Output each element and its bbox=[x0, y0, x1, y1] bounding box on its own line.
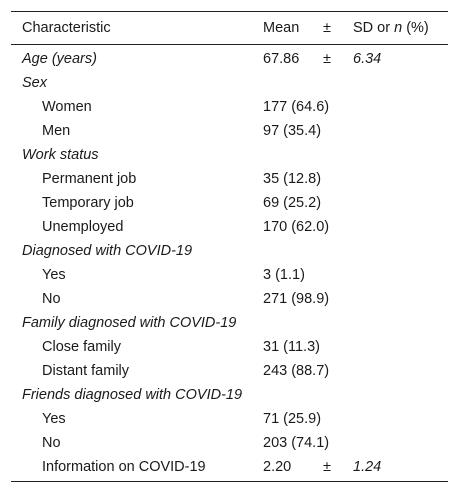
row-group-label: Family diagnosed with COVID-19 bbox=[22, 315, 237, 331]
row-label: Age (years) bbox=[22, 51, 97, 67]
table-row: Friends diagnosed with COVID-19 bbox=[11, 383, 448, 407]
header-sd-n: n bbox=[394, 20, 403, 36]
row-label: No bbox=[42, 435, 61, 451]
table-row: No 203 (74.1) bbox=[11, 431, 448, 455]
row-n-percent: 97 (35.4) bbox=[263, 123, 322, 139]
row-label: Yes bbox=[42, 267, 66, 283]
row-plus-minus: ± bbox=[323, 459, 331, 475]
table-header: Characteristic Mean ± SD or n (%) bbox=[11, 12, 448, 45]
row-n-percent: 203 (74.1) bbox=[263, 435, 330, 451]
table-row: Diagnosed with COVID-19 bbox=[11, 239, 448, 263]
row-group-label: Sex bbox=[22, 75, 47, 91]
table-row: No 271 (98.9) bbox=[11, 287, 448, 311]
table-row: Sex bbox=[11, 71, 448, 95]
row-sd: 6.34 bbox=[353, 51, 382, 67]
table-row: Work status bbox=[11, 143, 448, 167]
header-sd-prefix: SD or bbox=[353, 20, 395, 36]
table-row: Unemployed 170 (62.0) bbox=[11, 215, 448, 239]
table-row: Family diagnosed with COVID-19 bbox=[11, 311, 448, 335]
header-mean: Mean bbox=[263, 20, 300, 36]
row-n-percent: 170 (62.0) bbox=[263, 219, 330, 235]
table-row: Information on COVID-19 2.20 ± 1.24 bbox=[11, 455, 448, 479]
characteristics-table: Characteristic Mean ± SD or n (%) Age (y… bbox=[11, 11, 448, 482]
row-group-label: Diagnosed with COVID-19 bbox=[22, 243, 193, 259]
table-row: Women 177 (64.6) bbox=[11, 95, 448, 119]
row-label: Temporary job bbox=[42, 195, 134, 211]
row-label: Unemployed bbox=[42, 219, 124, 235]
header-sd-suffix: (%) bbox=[402, 20, 429, 36]
row-plus-minus: ± bbox=[323, 51, 331, 67]
row-n-percent: 271 (98.9) bbox=[263, 291, 330, 307]
row-mean: 67.86 bbox=[263, 51, 300, 67]
row-label: Information on COVID-19 bbox=[42, 459, 206, 475]
row-label: Distant family bbox=[42, 363, 130, 379]
row-n-percent: 177 (64.6) bbox=[263, 99, 330, 115]
table-row: Close family 31 (11.3) bbox=[11, 335, 448, 359]
row-group-label: Work status bbox=[22, 147, 99, 163]
table-row: Permanent job 35 (12.8) bbox=[11, 167, 448, 191]
row-label: Men bbox=[42, 123, 71, 139]
row-n-percent: 31 (11.3) bbox=[263, 339, 320, 355]
table-row: Men 97 (35.4) bbox=[11, 119, 448, 143]
table-row: Temporary job 69 (25.2) bbox=[11, 191, 448, 215]
row-n-percent: 3 (1.1) bbox=[263, 267, 305, 283]
row-group-label: Friends diagnosed with COVID-19 bbox=[22, 387, 243, 403]
row-label: Yes bbox=[42, 411, 66, 427]
row-label: Permanent job bbox=[42, 171, 137, 187]
row-n-percent: 71 (25.9) bbox=[263, 411, 322, 427]
table-row: Yes 71 (25.9) bbox=[11, 407, 448, 431]
row-label: Women bbox=[42, 99, 92, 115]
row-sd: 1.24 bbox=[353, 459, 382, 475]
row-n-percent: 69 (25.2) bbox=[263, 195, 322, 211]
table-row: Yes 3 (1.1) bbox=[11, 263, 448, 287]
header-plus-minus: ± bbox=[323, 20, 331, 36]
row-n-percent: 243 (88.7) bbox=[263, 363, 330, 379]
header-characteristic: Characteristic bbox=[22, 20, 111, 36]
table-row: Distant family 243 (88.7) bbox=[11, 359, 448, 383]
row-label: No bbox=[42, 291, 61, 307]
row-mean: 2.20 bbox=[263, 459, 292, 475]
row-n-percent: 35 (12.8) bbox=[263, 171, 322, 187]
header-sd-or-n: SD or n (%) bbox=[353, 12, 429, 44]
row-label: Close family bbox=[42, 339, 121, 355]
table-row: Age (years) 67.86 ± 6.34 bbox=[11, 47, 448, 71]
